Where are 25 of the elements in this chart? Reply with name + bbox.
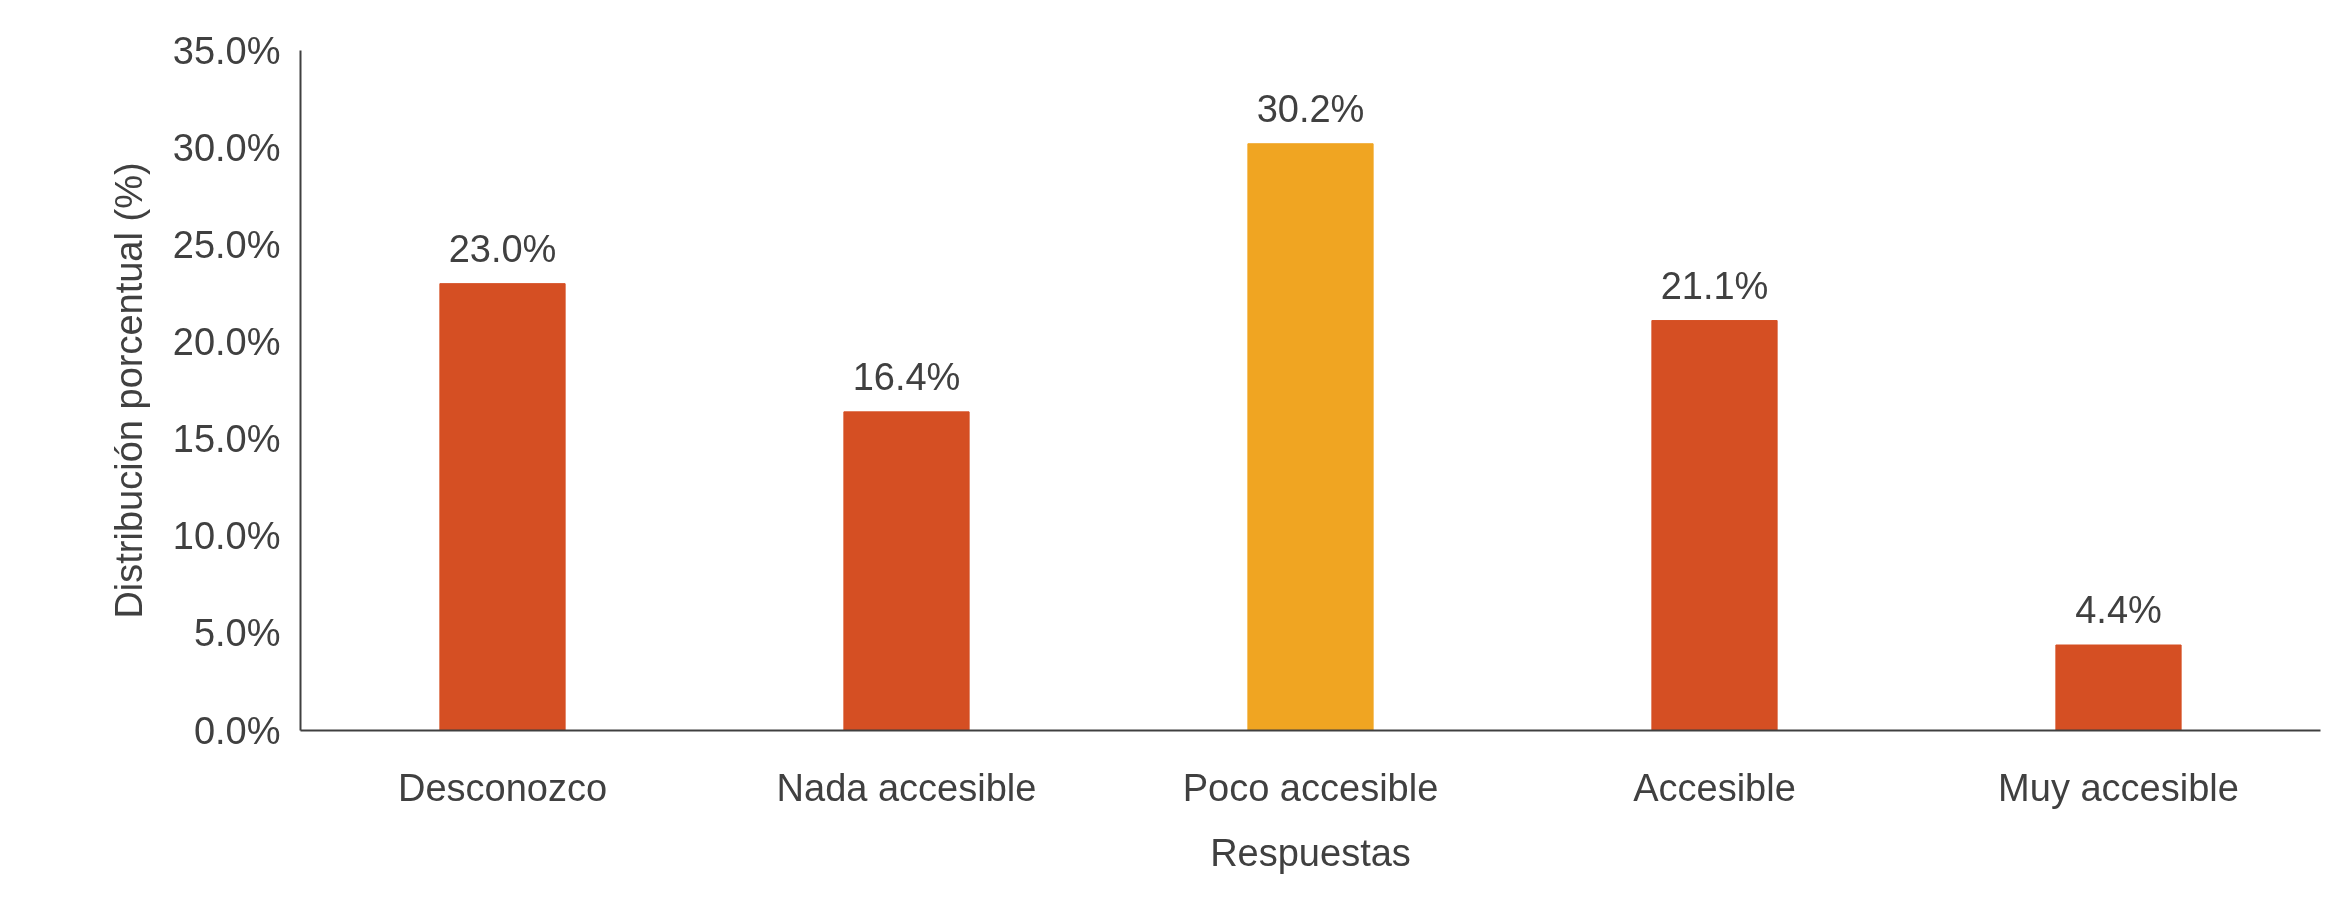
x-tick-label: Poco accesible bbox=[1182, 766, 1439, 809]
y-tick-label: 15.0% bbox=[172, 418, 281, 461]
y-tick-label: 35.0% bbox=[172, 29, 281, 72]
data-label: 4.4% bbox=[2075, 589, 2162, 632]
x-tick-label: Muy accesible bbox=[1998, 766, 2239, 809]
x-axis-title: Respuestas bbox=[1210, 831, 1411, 874]
data-label: 16.4% bbox=[852, 355, 961, 398]
y-tick-label: 0.0% bbox=[193, 709, 281, 752]
x-tick-label: Accesible bbox=[1633, 766, 1796, 809]
x-tick-label: Desconozco bbox=[397, 766, 608, 809]
bar bbox=[1651, 320, 1778, 731]
bar bbox=[2055, 644, 2182, 731]
bar bbox=[843, 411, 970, 731]
y-axis-title: Distribución porcentual (%) bbox=[107, 162, 150, 619]
y-tick-label: 30.0% bbox=[172, 126, 281, 169]
y-tick-label: 25.0% bbox=[172, 223, 281, 266]
x-tick-label: Nada accesible bbox=[776, 766, 1037, 809]
y-tick-label: 10.0% bbox=[172, 515, 281, 558]
data-label: 23.0% bbox=[448, 227, 557, 270]
y-tick-label: 20.0% bbox=[172, 320, 281, 363]
y-tick-label: 5.0% bbox=[193, 612, 281, 655]
bar bbox=[439, 283, 566, 731]
bar bbox=[1247, 143, 1374, 731]
data-label: 21.1% bbox=[1660, 264, 1769, 307]
data-label: 30.2% bbox=[1256, 87, 1365, 130]
